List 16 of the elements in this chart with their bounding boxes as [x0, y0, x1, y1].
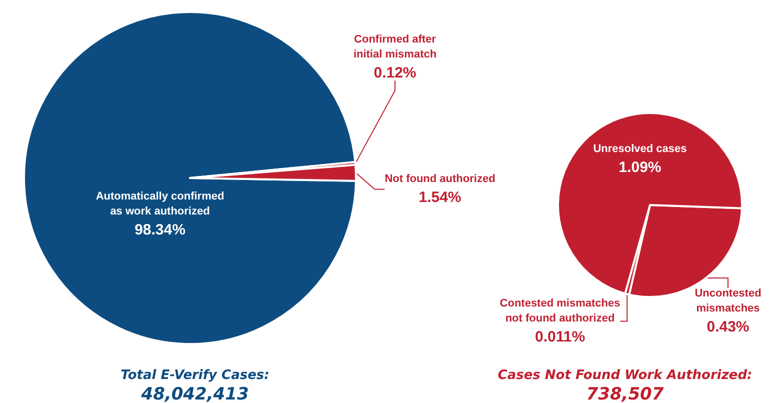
text: 738,507	[586, 384, 664, 403]
data-label: 0.43%	[706, 318, 750, 336]
data-label: 1.09%	[618, 159, 662, 176]
data-label: 0.011%	[534, 328, 586, 346]
text: Cases Not Found Work Authorized:	[498, 368, 752, 383]
data-label: 0.12%	[374, 64, 416, 82]
slice-label: Not found authorized	[384, 173, 496, 185]
slice-label: Contested mismatches not found authorized	[500, 298, 620, 324]
data-label: 98.34%	[134, 222, 186, 238]
slice-label: Uncontested mismatches	[694, 288, 762, 314]
slice-label: Automatically confirmed as work authorized	[96, 190, 224, 218]
text: Total E-Verify Cases:	[120, 368, 270, 383]
text: 48,042,413	[140, 384, 249, 403]
slice-label: Unresolved cases	[593, 143, 687, 155]
data-label: 1.54%	[418, 189, 462, 206]
slice-label: Confirmed after initial mismatch	[353, 34, 437, 60]
